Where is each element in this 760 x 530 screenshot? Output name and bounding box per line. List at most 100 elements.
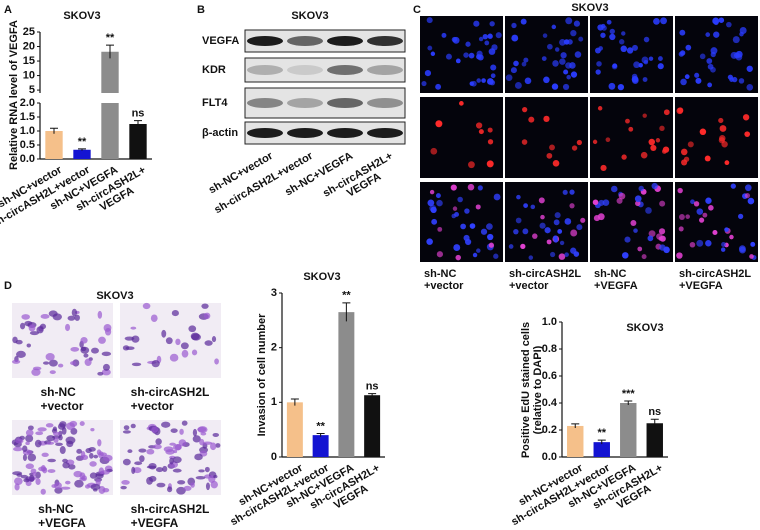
cell-nucleus — [595, 69, 601, 75]
cell-nucleus — [684, 74, 690, 80]
significance-label: ** — [316, 420, 325, 432]
stained-cell — [188, 325, 197, 333]
stained-cell — [46, 441, 55, 445]
stained-cell — [21, 314, 30, 320]
cell-nucleus — [630, 220, 637, 226]
cell-nucleus — [478, 36, 484, 42]
stained-cell — [35, 478, 41, 485]
stained-cell — [161, 329, 167, 338]
stained-cell — [40, 314, 50, 319]
cell-nucleus — [459, 101, 464, 106]
cell-nucleus — [505, 74, 513, 81]
significance-label: ** — [597, 427, 606, 439]
cell-nucleus — [469, 223, 476, 229]
stained-cell — [131, 362, 142, 367]
cell-nucleus — [610, 185, 618, 193]
stained-cell — [175, 338, 181, 346]
blot-strip — [244, 29, 406, 53]
cell-nucleus — [573, 20, 581, 27]
stained-cell — [156, 482, 166, 488]
stained-cell — [70, 361, 77, 366]
cell-nucleus — [457, 196, 463, 203]
stained-cell — [162, 465, 168, 473]
cell-nucleus — [436, 199, 443, 207]
cell-nucleus — [724, 227, 729, 232]
cell-nucleus — [739, 27, 747, 34]
significance-label: ** — [106, 32, 115, 44]
stained-cell — [172, 468, 182, 473]
cell-nucleus — [550, 251, 556, 258]
stained-cell — [177, 480, 186, 485]
blot-title: SKOV3 — [291, 10, 328, 22]
stained-cell — [52, 431, 61, 436]
stained-cell — [151, 426, 159, 433]
cell-nucleus — [732, 36, 740, 44]
cell-nucleus — [676, 107, 684, 115]
cell-nucleus — [523, 203, 528, 208]
stained-cell — [73, 470, 83, 478]
cell-nucleus — [429, 189, 435, 195]
stained-cell — [90, 427, 95, 432]
cell-nucleus — [544, 227, 551, 234]
cell-nucleus — [552, 159, 560, 167]
stained-cell — [121, 480, 130, 485]
cell-nucleus — [491, 44, 498, 51]
significance-label: ** — [78, 136, 87, 148]
cell-nucleus — [426, 17, 433, 24]
cell-nucleus — [465, 238, 472, 246]
cell-nucleus — [576, 139, 582, 146]
blot-band — [327, 98, 363, 108]
cell-nucleus — [472, 252, 478, 258]
stained-cell — [123, 425, 130, 431]
cell-nucleus — [746, 84, 754, 91]
stained-cell — [150, 314, 158, 322]
cell-nucleus — [730, 183, 736, 189]
significance-label: ns — [366, 380, 379, 392]
error-bar — [571, 423, 580, 428]
cell-nucleus — [705, 32, 711, 37]
cell-nucleus — [718, 117, 724, 124]
cell-nucleus — [660, 17, 667, 25]
stained-cell — [31, 368, 41, 376]
stained-cell — [176, 486, 186, 495]
stained-cell — [194, 453, 203, 461]
cell-nucleus — [642, 113, 647, 118]
stained-cell — [95, 473, 104, 479]
stained-cell — [138, 448, 147, 453]
cell-nucleus — [528, 255, 534, 260]
cell-nucleus — [750, 241, 756, 247]
cell-nucleus — [564, 218, 572, 225]
stained-cell — [41, 452, 49, 458]
blot-band — [247, 128, 283, 138]
cell-nucleus — [465, 41, 471, 47]
cell-nucleus — [685, 214, 690, 219]
stained-cell — [190, 332, 200, 341]
cell-nucleus — [520, 18, 527, 25]
cell-nucleus — [729, 234, 734, 240]
stained-cell — [98, 486, 106, 494]
stained-cell — [195, 476, 206, 480]
cell-nucleus — [721, 242, 727, 247]
cell-nucleus — [514, 82, 522, 89]
cell-nucleus — [655, 138, 661, 143]
cell-nucleus — [643, 36, 650, 43]
bar — [129, 124, 147, 159]
y-tick-label: 20 — [23, 40, 35, 52]
stained-cell — [127, 449, 133, 454]
cell-nucleus — [463, 52, 469, 58]
bar — [620, 403, 637, 457]
stained-cell — [84, 484, 91, 489]
cell-nucleus — [559, 240, 565, 246]
stained-cell — [22, 445, 28, 453]
cell-nucleus — [609, 33, 616, 41]
cell-nucleus — [658, 228, 666, 235]
cell-nucleus — [642, 77, 648, 82]
stained-cell — [14, 483, 20, 491]
cell-nucleus — [487, 139, 494, 145]
cell-nucleus — [658, 56, 663, 61]
cell-nucleus — [696, 239, 704, 247]
bar — [312, 435, 329, 457]
cell-nucleus — [626, 47, 634, 54]
cell-nucleus — [436, 251, 444, 258]
cell-nucleus — [632, 44, 638, 51]
